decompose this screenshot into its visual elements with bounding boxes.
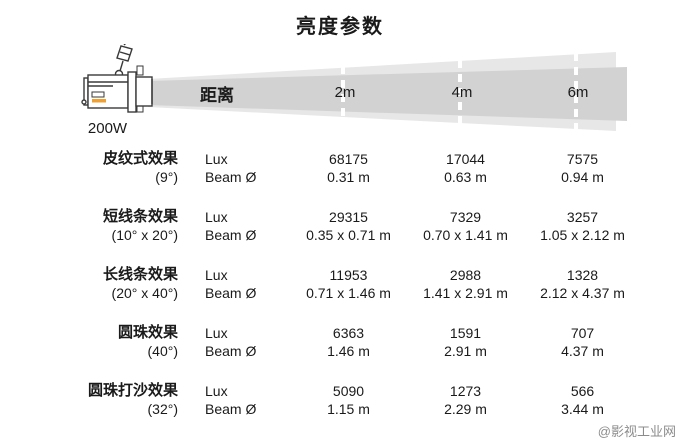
lux-value-6m: 566 xyxy=(570,383,595,399)
spec-table: 皮纹式效果 (9°) Lux Beam Ø 68175 0.31 m 17044… xyxy=(0,150,680,440)
lux-value-2m: 6363 xyxy=(332,325,365,341)
beam-value-4m: 1.41 x 2.91 m xyxy=(423,285,508,301)
beam-value-2m: 1.15 m xyxy=(327,401,370,417)
beam-value-4m: 0.70 x 1.41 m xyxy=(423,227,508,243)
beam-diameter-label: Beam Ø xyxy=(205,401,257,417)
lux-label: Lux xyxy=(205,151,228,167)
lux-value-6m: 707 xyxy=(570,325,595,341)
lux-value-4m: 7329 xyxy=(449,209,482,225)
effect-angle: (9°) xyxy=(155,169,178,185)
beam-diagram xyxy=(148,52,627,131)
beam-diameter-label: Beam Ø xyxy=(205,343,257,359)
beam-value-2m: 0.71 x 1.46 m xyxy=(306,285,391,301)
effect-name: 圆珠效果 xyxy=(117,324,178,341)
beam-diameter-label: Beam Ø xyxy=(205,169,257,185)
lux-value-6m: 7575 xyxy=(566,151,599,167)
table-row: 长线条效果 (20° x 40°) Lux Beam Ø 11953 0.71 … xyxy=(0,266,680,302)
effect-angle: (10° x 20°) xyxy=(111,227,178,243)
lux-value-4m: 17044 xyxy=(446,151,485,167)
lux-value-4m: 2988 xyxy=(449,267,482,283)
beam-value-2m: 0.31 m xyxy=(327,169,370,185)
fixture-flange xyxy=(127,71,137,113)
accent-stripe xyxy=(92,99,106,103)
distance-2m-label: 2m xyxy=(334,84,356,101)
lux-value-2m: 11953 xyxy=(329,267,368,283)
beam-value-6m: 0.94 m xyxy=(561,169,604,185)
effect-angle: (20° x 40°) xyxy=(111,285,178,301)
beam-value-6m: 3.44 m xyxy=(561,401,604,417)
lux-label: Lux xyxy=(205,383,228,399)
beam-value-6m: 2.12 x 4.37 m xyxy=(540,285,625,301)
effect-angle: (40°) xyxy=(147,343,179,359)
beam-value-6m: 1.05 x 2.12 m xyxy=(540,227,625,243)
fixture-wattage-label: 200W xyxy=(87,120,128,137)
distance-6m-label: 6m xyxy=(567,84,589,101)
lux-value-4m: 1591 xyxy=(449,325,482,341)
page-title: 亮度参数 xyxy=(296,16,384,38)
table-row: 圆珠效果 (40°) Lux Beam Ø 6363 1.46 m 1591 2… xyxy=(0,324,680,360)
lux-value-2m: 5090 xyxy=(332,383,365,399)
beam-value-2m: 1.46 m xyxy=(327,343,370,359)
table-row: 皮纹式效果 (9°) Lux Beam Ø 68175 0.31 m 17044… xyxy=(0,150,680,186)
distance-header-label: 距离 xyxy=(200,86,234,105)
fixture-barrel xyxy=(135,76,153,107)
beam-diameter-label: Beam Ø xyxy=(205,227,257,243)
table-row: 短线条效果 (10° x 20°) Lux Beam Ø 29315 0.35 … xyxy=(0,208,680,244)
effect-name: 皮纹式效果 xyxy=(102,150,178,167)
beam-inner-shape xyxy=(148,67,627,121)
beam-diameter-label: Beam Ø xyxy=(205,285,257,301)
table-row: 圆珠打沙效果 (32°) Lux Beam Ø 5090 1.15 m 1273… xyxy=(0,382,680,418)
lux-value-6m: 3257 xyxy=(566,209,599,225)
beam-value-2m: 0.35 x 0.71 m xyxy=(306,227,391,243)
lux-value-2m: 68175 xyxy=(329,151,368,167)
beam-value-4m: 0.63 m xyxy=(444,169,487,185)
light-fixture-illustration xyxy=(81,44,153,113)
lux-value-4m: 1273 xyxy=(449,383,482,399)
lux-value-2m: 29315 xyxy=(329,209,368,225)
effect-name: 长线条效果 xyxy=(102,266,178,283)
beam-value-4m: 2.91 m xyxy=(444,343,487,359)
lux-label: Lux xyxy=(205,325,228,341)
effect-name: 短线条效果 xyxy=(102,208,178,225)
lux-label: Lux xyxy=(205,209,228,225)
beam-value-4m: 2.29 m xyxy=(444,401,487,417)
effect-angle: (32°) xyxy=(147,401,179,417)
watermark: @影视工业网 xyxy=(597,424,676,439)
effect-name: 圆珠打沙效果 xyxy=(87,382,178,399)
distance-4m-label: 4m xyxy=(451,84,473,101)
beam-value-6m: 4.37 m xyxy=(561,343,604,359)
lux-value-6m: 1328 xyxy=(566,267,599,283)
lux-label: Lux xyxy=(205,267,228,283)
